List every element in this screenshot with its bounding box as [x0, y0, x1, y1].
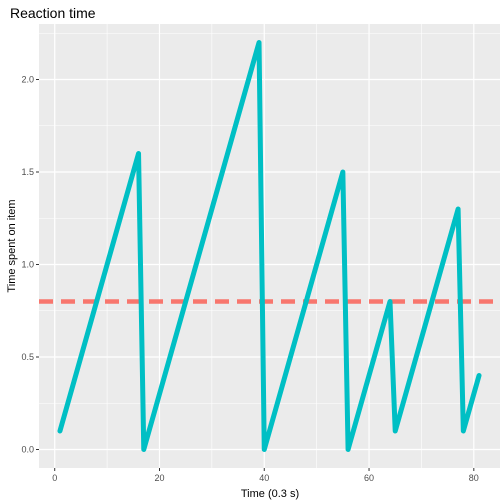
x-tick-label: 80 — [469, 473, 479, 483]
series-line-0 — [57, 40, 482, 452]
y-tick-label: 2.0 — [21, 75, 34, 85]
ticks-layer: 0 20 40 60 80 0.0 0.5 1.0 1.5 2.0 — [21, 75, 478, 484]
x-axis-title: Time (0.3 s) — [241, 488, 299, 500]
y-tick-label: 1.5 — [21, 167, 34, 177]
y-axis-title: Time spent on item — [6, 199, 18, 292]
chart-title: Reaction time — [10, 5, 96, 21]
x-tick-label: 60 — [364, 473, 374, 483]
y-tick-label: 1.0 — [21, 260, 34, 270]
plot-panel — [39, 24, 500, 468]
y-tick-label: 0.0 — [21, 445, 34, 455]
series-layer — [57, 40, 482, 452]
y-tick-label: 0.5 — [21, 352, 34, 362]
grid-minor — [39, 24, 500, 468]
x-tick-label: 0 — [52, 473, 57, 483]
x-tick-label: 40 — [259, 473, 269, 483]
x-tick-label: 20 — [154, 473, 164, 483]
